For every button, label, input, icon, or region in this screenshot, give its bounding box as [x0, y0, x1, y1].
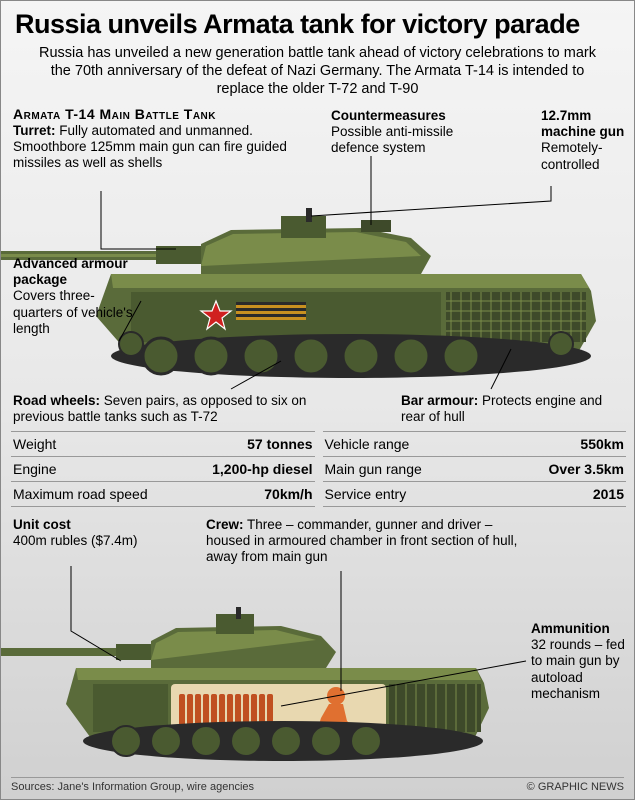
spec-col-left: Weight 57 tonnes Engine 1,200-hp diesel Ma…	[11, 431, 315, 507]
spec-row: Service entry 2015	[323, 481, 627, 507]
spec-label: Main gun range	[325, 461, 422, 477]
spec-col-right: Vehicle range 550km Main gun range Over 3.…	[323, 431, 627, 507]
credit-bar: Sources: Jane's Information Group, wire …	[11, 777, 624, 793]
spec-label: Weight	[13, 436, 56, 452]
spec-label: Maximum road speed	[13, 486, 148, 502]
source-text: Sources: Jane's Information Group, wire …	[11, 781, 254, 793]
spec-value: 1,200-hp diesel	[212, 461, 312, 477]
spec-row: Weight 57 tonnes	[11, 431, 315, 456]
spec-label: Engine	[13, 461, 57, 477]
spec-row: Engine 1,200-hp diesel	[11, 456, 315, 481]
spec-row: Vehicle range 550km	[323, 431, 627, 456]
spec-value: 2015	[593, 486, 624, 502]
spec-value: Over 3.5km	[549, 461, 625, 477]
spec-row: Maximum road speed 70km/h	[11, 481, 315, 507]
spec-table: Weight 57 tonnes Engine 1,200-hp diesel Ma…	[11, 431, 626, 507]
spec-row: Main gun range Over 3.5km	[323, 456, 627, 481]
copyright-text: © GRAPHIC NEWS	[527, 781, 624, 793]
leader-lines-top	[1, 1, 635, 421]
spec-value: 550km	[580, 436, 624, 452]
spec-value: 57 tonnes	[247, 436, 312, 452]
spec-value: 70km/h	[264, 486, 312, 502]
spec-label: Vehicle range	[325, 436, 410, 452]
leader-lines-bottom	[1, 511, 635, 771]
spec-label: Service entry	[325, 486, 407, 502]
